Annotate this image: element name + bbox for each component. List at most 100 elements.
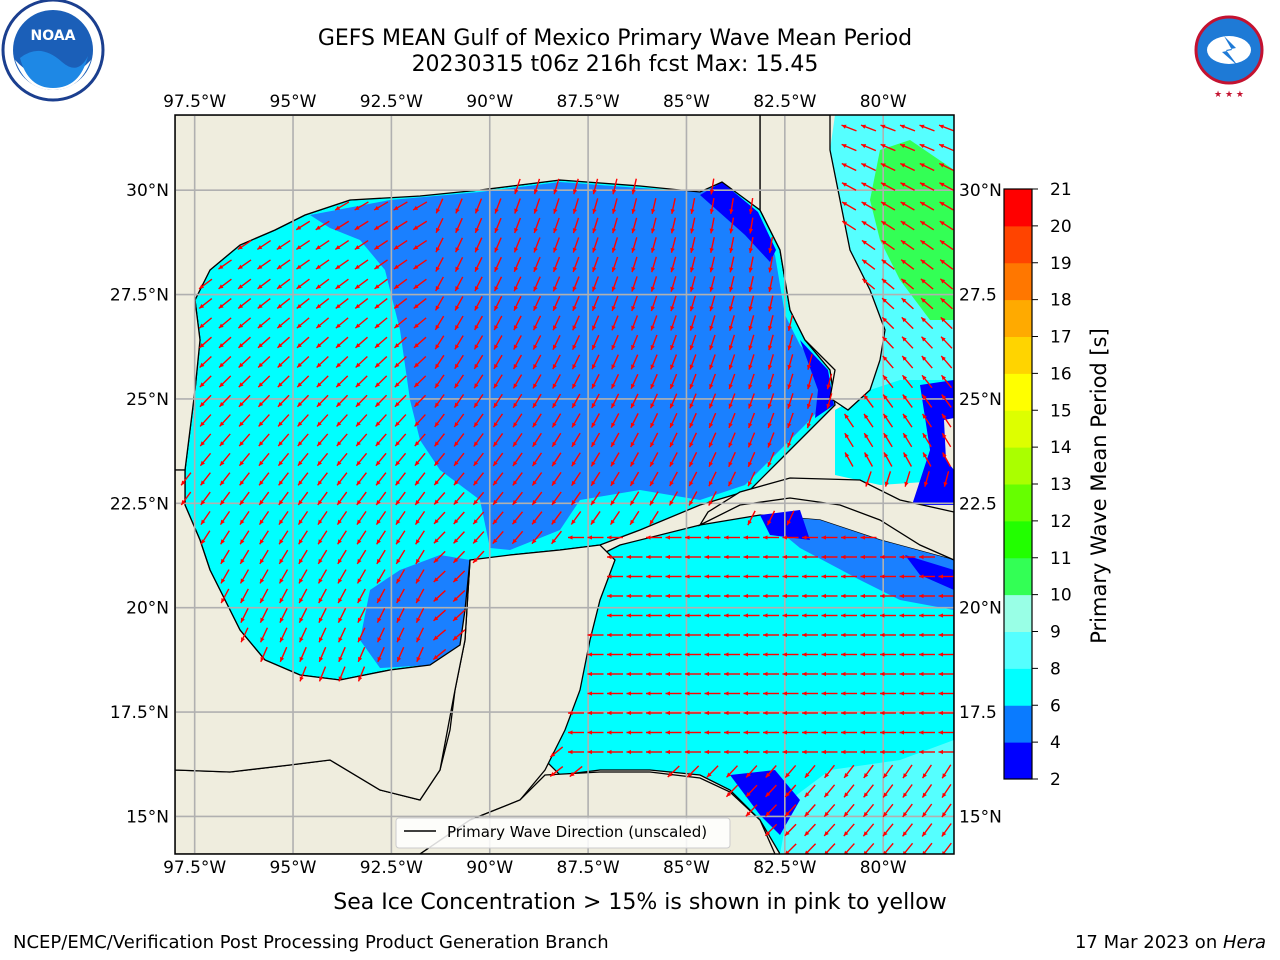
y-tick-label-right: 20°N: [959, 599, 1002, 619]
x-tick-label-bottom: 82.5°W: [753, 858, 816, 878]
wave-arrow: [413, 394, 427, 408]
wave-arrow: [433, 511, 446, 525]
wave-arrow: [317, 472, 328, 486]
wave-arrow: [572, 276, 580, 292]
wave-arrow: [861, 259, 876, 270]
wave-arrow: [356, 472, 367, 486]
wave-arrow: [395, 491, 406, 506]
wave-arrow: [709, 354, 716, 370]
wave-arrow: [841, 124, 857, 132]
wave-arrow: [238, 414, 251, 427]
wave-arrow: [512, 432, 523, 448]
wave-arrow: [704, 691, 721, 696]
y-tick-label-right: 22.5: [959, 494, 997, 514]
wave-arrow: [256, 239, 272, 251]
wave-arrow: [433, 550, 446, 564]
wave-arrow: [257, 259, 271, 270]
wave-arrow: [533, 217, 541, 234]
wave-arrow: [473, 393, 484, 409]
wave-arrow: [709, 217, 715, 234]
wave-arrow: [571, 354, 581, 370]
wave-arrow: [724, 730, 740, 735]
y-tick-label-left: 20°N: [126, 599, 169, 619]
wave-arrow: [355, 433, 368, 447]
wave-arrow: [899, 671, 916, 677]
wave-arrow: [433, 609, 446, 622]
wave-arrow: [257, 336, 271, 349]
wave-arrow: [690, 256, 696, 273]
wave-arrow: [277, 394, 290, 408]
wave-arrow: [433, 452, 446, 467]
wave-arrow: [882, 823, 894, 837]
svg-text:★ ★ ★: ★ ★ ★: [1214, 90, 1244, 100]
wave-arrow: [665, 691, 682, 696]
wave-arrow: [570, 511, 582, 525]
wave-arrow: [743, 652, 760, 657]
wave-arrow: [259, 627, 269, 643]
wave-arrow: [413, 259, 427, 270]
wave-arrow: [860, 124, 877, 132]
wave-arrow: [258, 452, 270, 467]
wave-arrow: [709, 373, 716, 390]
wave-arrow: [513, 335, 522, 350]
wave-arrow: [569, 765, 583, 778]
colorbar-tick-label: 20: [1050, 217, 1072, 237]
wave-arrow: [512, 413, 523, 428]
wave-arrow: [452, 629, 466, 641]
grid-lines: [175, 115, 954, 854]
wave-arrow: [902, 432, 913, 448]
wave-arrow: [376, 530, 386, 545]
wave-arrow: [729, 217, 735, 234]
wave-arrow: [821, 691, 838, 696]
wave-arrow: [670, 295, 677, 312]
wave-arrow: [665, 535, 682, 540]
wave-arrow: [493, 354, 503, 370]
colorbar-segment: [1004, 557, 1032, 596]
wave-arrow: [646, 574, 662, 579]
wave-arrow: [802, 554, 818, 560]
wave-arrow: [863, 413, 874, 428]
wave-arrow: [919, 671, 935, 677]
wave-arrow: [767, 393, 775, 409]
wave-arrow: [704, 593, 721, 599]
wave-arrow: [279, 627, 288, 643]
wave-arrow: [649, 491, 659, 506]
wave-arrow: [844, 452, 854, 467]
wave-arrow: [396, 588, 405, 604]
wave-arrow: [472, 511, 485, 525]
wave-arrow: [335, 278, 349, 290]
wave-arrow: [861, 278, 876, 290]
wave-arrow: [921, 394, 933, 408]
colorbar-segment: [1004, 262, 1032, 301]
wave-arrow: [919, 749, 935, 755]
wave-arrow: [415, 569, 425, 584]
wave-arrow: [592, 276, 599, 292]
wave-arrow: [921, 336, 933, 349]
wave-arrow: [787, 412, 794, 429]
wave-arrow: [356, 530, 367, 545]
wave-arrow: [689, 295, 697, 312]
wave-arrow: [315, 220, 330, 231]
wave-arrow: [686, 765, 700, 778]
map-area: [175, 115, 954, 854]
wave-arrow: [238, 336, 251, 349]
wave-arrow: [843, 784, 855, 798]
wave-arrow: [626, 730, 643, 735]
wave-arrow: [276, 278, 291, 290]
wave-arrow: [880, 574, 896, 579]
wave-arrow: [572, 217, 580, 234]
wave-arrow: [396, 646, 405, 663]
wave-arrow: [763, 632, 779, 638]
legend: Primary Wave Direction (unscaled): [395, 817, 731, 849]
wave-arrow: [295, 239, 311, 251]
wave-arrow: [806, 412, 814, 429]
wave-arrow: [568, 730, 584, 735]
wave-arrow: [374, 375, 388, 388]
wave-arrow: [592, 198, 599, 214]
wave-arrow: [375, 433, 387, 447]
wave-arrow: [493, 393, 503, 409]
wave-arrow: [336, 491, 348, 506]
x-tick-label-bottom: 80°W: [860, 858, 907, 878]
wave-arrow: [433, 472, 446, 486]
wave-arrow: [591, 334, 600, 351]
